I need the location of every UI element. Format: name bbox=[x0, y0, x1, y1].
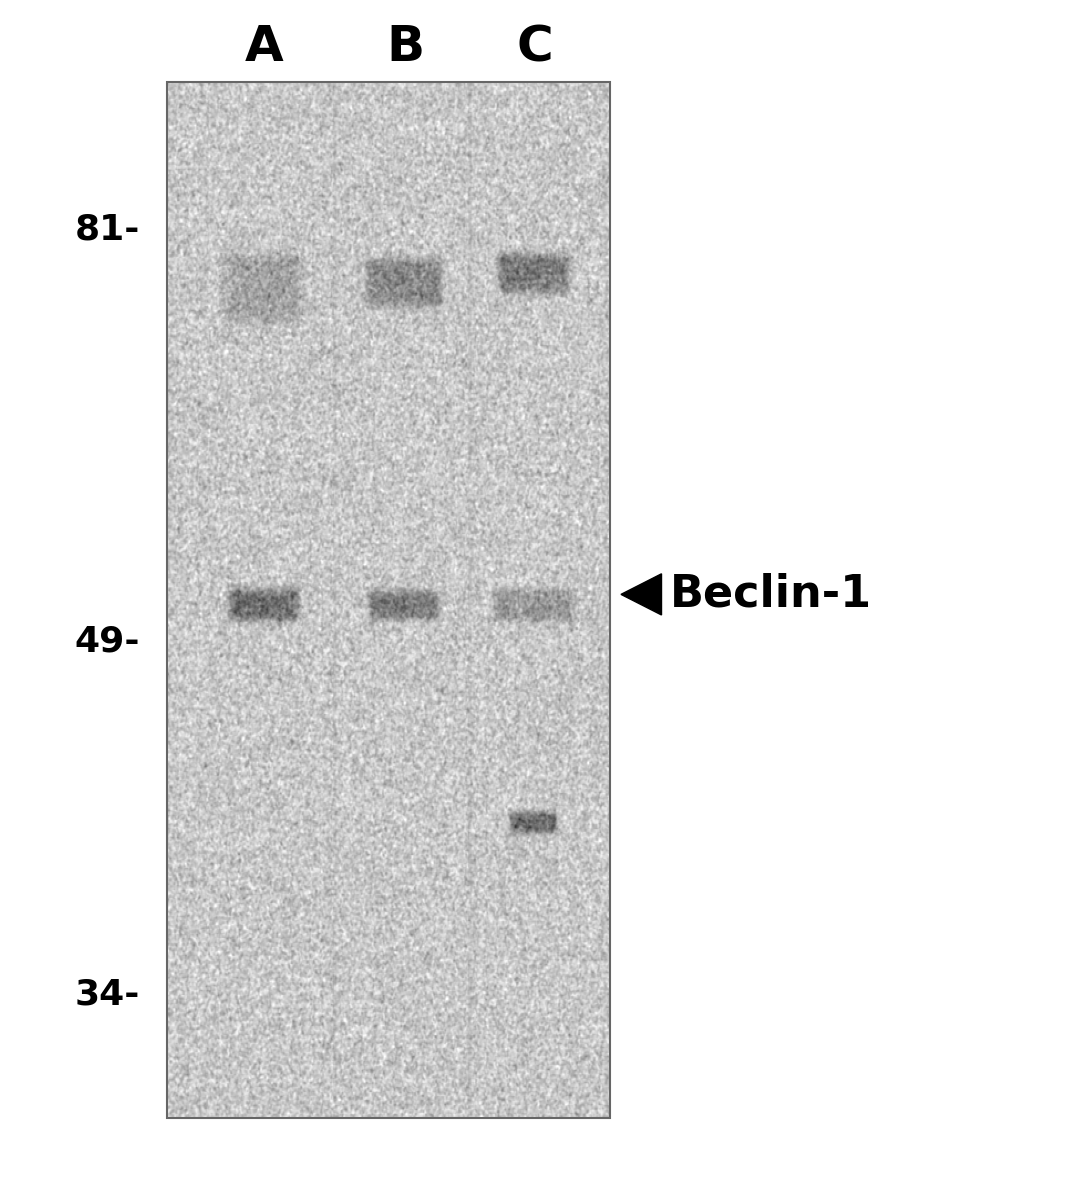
Bar bbox=[167, 82, 610, 1118]
Text: A: A bbox=[245, 24, 284, 71]
Text: B: B bbox=[386, 24, 424, 71]
Text: 49-: 49- bbox=[75, 625, 140, 658]
Text: Beclin-1: Beclin-1 bbox=[670, 573, 872, 616]
Text: 34-: 34- bbox=[75, 978, 140, 1011]
Text: C: C bbox=[516, 24, 553, 71]
Text: 81-: 81- bbox=[75, 213, 140, 246]
Polygon shape bbox=[621, 574, 661, 616]
